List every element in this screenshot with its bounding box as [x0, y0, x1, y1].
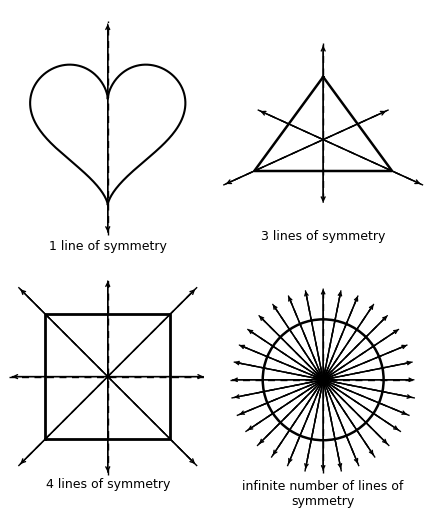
- Text: 1 line of symmetry: 1 line of symmetry: [49, 240, 166, 253]
- Text: 4 lines of symmetry: 4 lines of symmetry: [46, 479, 170, 491]
- Text: 3 lines of symmetry: 3 lines of symmetry: [260, 230, 385, 243]
- Text: infinite number of lines of
symmetry: infinite number of lines of symmetry: [242, 480, 403, 508]
